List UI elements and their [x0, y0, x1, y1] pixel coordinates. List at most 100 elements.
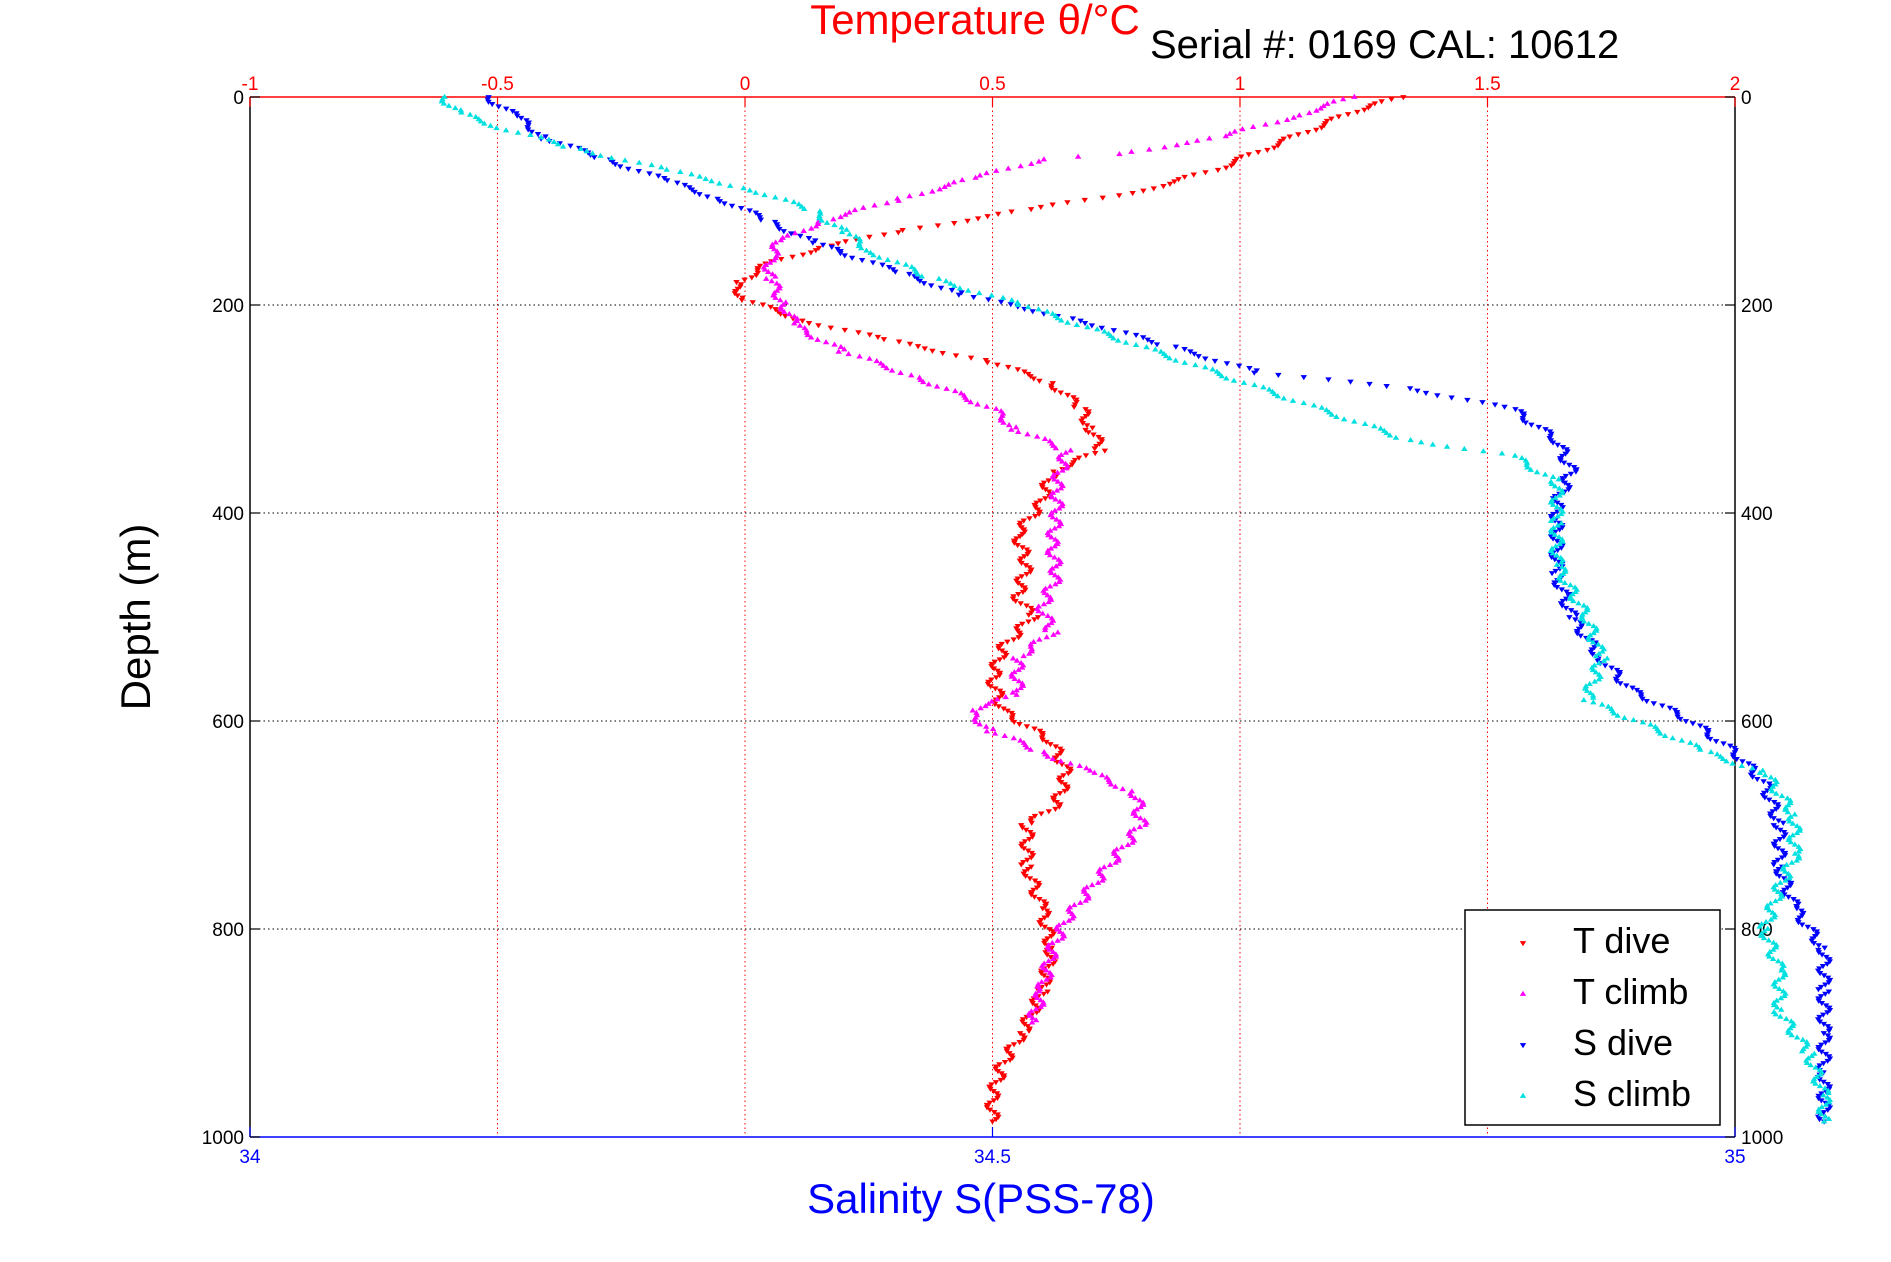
data-point [1558, 545, 1565, 551]
data-point [1793, 906, 1801, 912]
data-point [1559, 570, 1567, 576]
data-point [445, 102, 453, 108]
data-point [1043, 967, 1050, 973]
data-point [786, 311, 793, 317]
data-point [1560, 460, 1568, 466]
data-point [1004, 639, 1011, 645]
data-point [1570, 597, 1577, 604]
data-point [1776, 836, 1784, 843]
data-point [834, 246, 841, 253]
data-point [1249, 123, 1257, 129]
data-point [1183, 139, 1191, 145]
data-point [1557, 458, 1564, 464]
data-point [1049, 755, 1056, 762]
data-point [589, 150, 596, 156]
data-point [1071, 902, 1078, 908]
data-point [1378, 99, 1385, 105]
data-point [708, 178, 715, 184]
data-point [1069, 316, 1077, 322]
data-point [1011, 540, 1018, 546]
data-point [790, 198, 798, 205]
data-point [1271, 390, 1278, 397]
data-point [1035, 158, 1043, 164]
data-point [983, 723, 990, 729]
data-point [1084, 324, 1091, 330]
data-point [1549, 550, 1557, 556]
data-point [805, 236, 813, 242]
data-point [1034, 615, 1042, 621]
data-point [1266, 386, 1273, 392]
data-point [1479, 400, 1486, 406]
data-point [895, 230, 902, 236]
data-point [1347, 379, 1354, 385]
data-point [509, 108, 516, 115]
data-point [976, 289, 983, 296]
data-point [1549, 501, 1557, 507]
data-point [1775, 976, 1782, 982]
temperature-tick-label: -1 [242, 74, 259, 95]
data-point [1020, 653, 1027, 659]
data-point [1021, 1021, 1028, 1027]
data-point [1429, 441, 1436, 447]
data-point [1318, 125, 1325, 131]
data-point [936, 186, 943, 192]
data-point [776, 297, 784, 303]
data-point [1777, 879, 1784, 885]
data-point [857, 245, 865, 251]
data-point [1042, 624, 1049, 630]
data-point [892, 269, 899, 275]
data-point [1050, 955, 1057, 961]
data-point [873, 358, 880, 364]
data-point [1666, 705, 1674, 711]
data-point [1366, 381, 1373, 387]
data-point [1582, 609, 1589, 615]
data-point [1114, 337, 1122, 343]
data-point [1053, 487, 1061, 493]
data-point [608, 155, 615, 161]
data-point [648, 161, 655, 168]
data-point [1016, 534, 1024, 540]
data-point [1781, 868, 1789, 874]
data-point [1639, 696, 1646, 702]
data-point [841, 253, 848, 259]
data-point [1115, 193, 1123, 199]
depth-tick-label-right: 800 [1741, 920, 1773, 941]
data-point [1552, 543, 1559, 549]
data-point [1823, 954, 1830, 960]
data-point [1001, 1060, 1009, 1066]
data-point [1091, 769, 1098, 775]
data-point [1773, 941, 1780, 948]
data-point [559, 143, 567, 149]
data-point [1228, 163, 1235, 169]
data-point [503, 106, 510, 112]
data-point [1553, 585, 1561, 591]
data-point [1010, 637, 1017, 643]
data-point [597, 152, 604, 158]
data-point [495, 104, 502, 110]
data-point [780, 308, 788, 314]
data-point [1021, 839, 1029, 845]
data-point [1059, 467, 1066, 473]
data-point [768, 278, 775, 284]
data-point [1826, 1099, 1833, 1105]
data-point [1014, 301, 1022, 307]
depth-tick-label-right: 600 [1741, 712, 1773, 733]
data-point [1323, 406, 1330, 413]
data-point [1085, 430, 1092, 436]
data-point [1558, 564, 1566, 570]
data-point [1054, 538, 1062, 544]
data-point [1045, 532, 1052, 538]
data-point [1044, 612, 1052, 618]
data-point [1274, 143, 1282, 149]
y-axis-label: Depth (m) [112, 524, 159, 711]
data-point [517, 115, 525, 121]
data-point [617, 164, 624, 170]
data-point [1816, 1019, 1824, 1025]
data-point [1014, 580, 1022, 587]
data-point [1027, 569, 1034, 575]
data-point [1769, 955, 1777, 961]
data-point [958, 177, 966, 183]
data-point [1333, 413, 1340, 420]
data-point [704, 194, 711, 200]
data-point [524, 127, 532, 133]
